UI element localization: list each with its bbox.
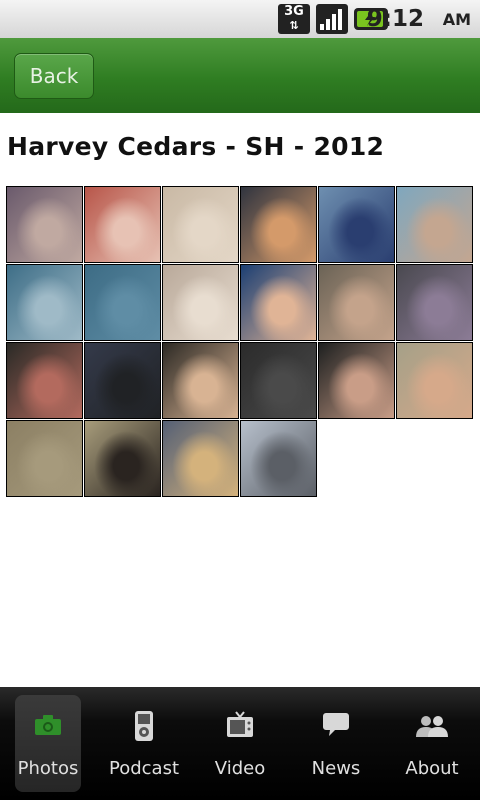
photo-thumbnail[interactable] [84,186,161,263]
battery-charging-icon [354,8,388,30]
ipod-icon [135,711,153,741]
back-button[interactable]: Back [14,53,94,99]
photo-thumbnail[interactable] [240,420,317,497]
photo-grid [6,186,476,498]
photo-thumbnail[interactable] [162,264,239,341]
photo-thumbnail[interactable] [240,342,317,419]
tab-news[interactable]: News [303,695,369,792]
photo-thumbnail[interactable] [318,342,395,419]
photo-thumbnail[interactable] [318,186,395,263]
photo-thumbnail[interactable] [162,420,239,497]
network-3g-icon: 3G ⇅ [278,4,310,34]
photo-thumbnail[interactable] [6,186,83,263]
data-arrows-icon: ⇅ [289,19,299,32]
tv-icon [227,711,253,737]
tab-about[interactable]: About [399,695,465,792]
photo-thumbnail[interactable] [84,342,161,419]
signal-strength-icon [316,4,348,34]
page-title: Harvey Cedars - SH - 2012 [7,132,385,161]
tab-label: About [405,758,459,779]
photo-thumbnail[interactable] [6,342,83,419]
tab-label: Video [214,758,266,779]
people-icon [416,716,448,737]
tab-video[interactable]: Video [207,695,273,792]
speech-bubble-icon [323,713,349,736]
photo-thumbnail[interactable] [318,264,395,341]
photo-thumbnail[interactable] [84,420,161,497]
tab-podcast[interactable]: Podcast [109,695,179,792]
photo-thumbnail[interactable] [6,420,83,497]
photo-thumbnail[interactable] [240,186,317,263]
clock-time: 9:12 [366,6,424,32]
photo-thumbnail[interactable] [162,342,239,419]
tab-label: Photos [17,758,79,779]
photo-thumbnail[interactable] [84,264,161,341]
photo-thumbnail[interactable] [396,186,473,263]
tab-bar: Photos Podcast Video News [0,687,480,800]
status-bar: 3G ⇅ 9:12 AM [0,0,480,38]
app-header: Back [0,38,480,113]
photo-thumbnail[interactable] [162,186,239,263]
camera-icon [35,715,61,735]
tab-label: Podcast [108,758,179,779]
tab-label: News [311,758,361,779]
network-type: 3G [284,4,304,19]
clock-ampm: AM [442,10,471,29]
photo-thumbnail[interactable] [240,264,317,341]
photo-thumbnail[interactable] [6,264,83,341]
tab-photos[interactable]: Photos [15,695,81,792]
photo-thumbnail[interactable] [396,342,473,419]
photo-thumbnail[interactable] [396,264,473,341]
